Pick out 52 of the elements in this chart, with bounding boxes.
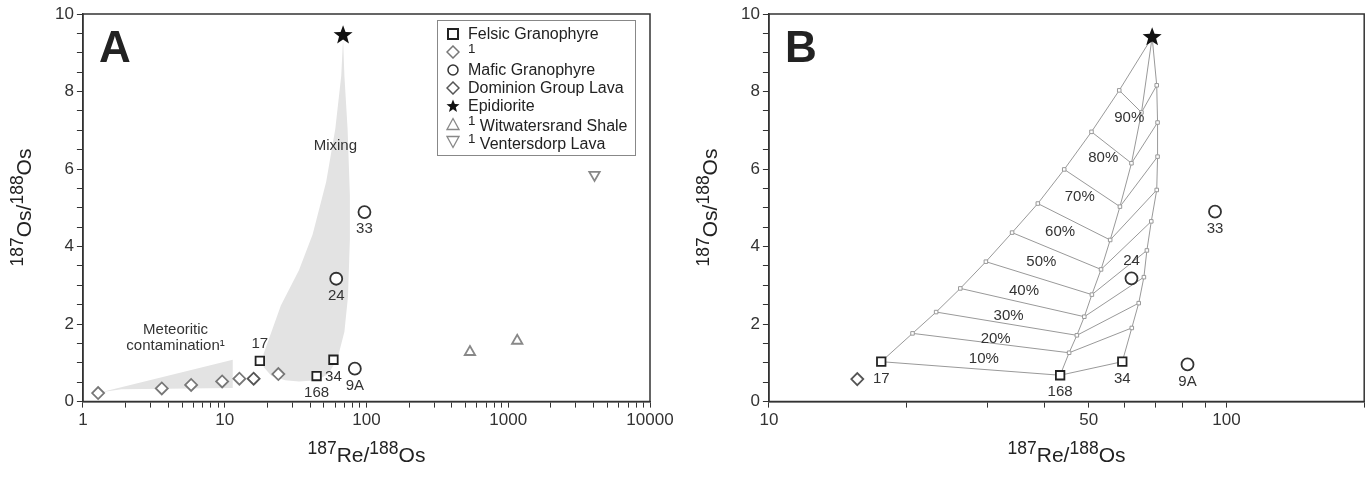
x-tick-label: 1000 — [489, 410, 528, 430]
annotation: 50% — [1026, 251, 1057, 269]
x-tick-label: 100 — [352, 410, 381, 430]
legend-label: Epidiorite — [468, 97, 535, 115]
legend-label: Felsic Granophyre — [468, 25, 599, 43]
annotation: 9A — [1178, 371, 1197, 389]
annotation: 168 — [1047, 382, 1073, 400]
y-tick-label: 0 — [750, 391, 760, 411]
annotation: 17 — [872, 368, 890, 386]
x-axis-title: $^{187}$Re/$^{188}$Os — [1007, 437, 1126, 467]
x-tick-label: 10 — [215, 410, 235, 430]
y-tick-label: 8 — [64, 81, 74, 101]
x-tick-label: 100 — [1212, 410, 1241, 430]
y-tick-label: 6 — [64, 158, 74, 178]
y-tick-label: 2 — [64, 313, 74, 333]
x-tick-label: 1 — [78, 410, 88, 430]
x-tick-label: 10000 — [626, 410, 674, 430]
annotation: 168 — [304, 383, 330, 401]
y-tick-label: 0 — [64, 391, 74, 411]
annotation: 20% — [980, 328, 1011, 346]
annotation: 24 — [1123, 251, 1140, 269]
x-axis-title: $^{187}$Re/$^{188}$Os — [307, 437, 426, 467]
annotation: 40% — [1008, 280, 1040, 298]
annotation: 33 — [1206, 218, 1224, 236]
x-tick-label: 50 — [1079, 410, 1099, 430]
annotation: 60% — [1045, 221, 1076, 239]
y-tick-label: 10 — [54, 3, 74, 23]
legend-label: 1 — [468, 40, 476, 56]
annotation: 24 — [327, 285, 345, 303]
y-tick-label: 8 — [750, 81, 760, 101]
annotation: 34 — [325, 366, 342, 384]
y-tick-label: 4 — [750, 236, 760, 256]
chart-title: B — [784, 22, 817, 72]
annotation: 34 — [1113, 368, 1131, 386]
y-tick-label: 10 — [740, 3, 760, 23]
y-tick-label: 6 — [750, 158, 760, 178]
annotation: 33 — [356, 219, 373, 237]
annotation: 90% — [1114, 107, 1145, 125]
annotation: 17 — [251, 334, 269, 352]
annotation: 10% — [968, 349, 999, 367]
annotation: Meteoritic contamination¹ — [126, 319, 225, 353]
chart-title: A — [98, 22, 131, 72]
legend-label: $^{1}$ Ventersdorp Lava — [468, 130, 606, 153]
y-tick-label: 4 — [64, 236, 74, 256]
y-tick-label: 2 — [750, 313, 760, 333]
annotation: 80% — [1088, 148, 1119, 166]
annotation: 30% — [993, 306, 1024, 324]
legend-label: Dominion Group Lava — [468, 79, 624, 97]
legend-label: Mafic Granophyre — [468, 61, 596, 79]
annotation: 9A — [345, 375, 365, 393]
annotation: 70% — [1064, 187, 1095, 205]
annotation: Mixing — [313, 135, 357, 153]
